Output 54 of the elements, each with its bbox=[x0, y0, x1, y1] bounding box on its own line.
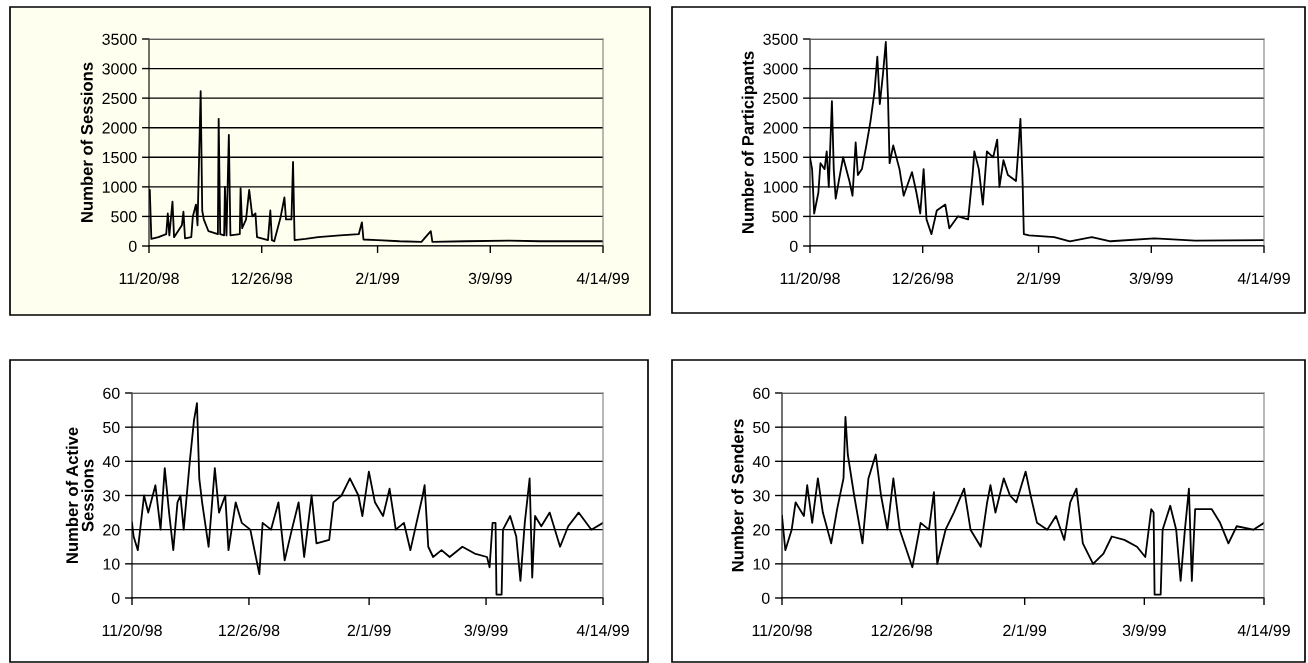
x-tick-label: 2/1/99 bbox=[347, 624, 391, 637]
y-tick-label: 30 bbox=[753, 490, 770, 502]
y-tick-label: 3000 bbox=[102, 63, 137, 75]
y-tick-label: 10 bbox=[753, 558, 770, 570]
y-tick-label: 40 bbox=[752, 455, 770, 468]
y-tick-label: 3000 bbox=[763, 63, 798, 75]
x-tick-label: 12/26/98 bbox=[219, 624, 280, 637]
y-tick-label: 10 bbox=[103, 558, 120, 570]
y-axis-title: Number of Participants bbox=[741, 51, 758, 234]
x-tick-label: 4/14/99 bbox=[1237, 272, 1290, 285]
y-tick-label: 2500 bbox=[102, 92, 137, 105]
y-tick-label: 2000 bbox=[763, 122, 798, 134]
x-tick-label: 12/26/98 bbox=[892, 272, 954, 285]
x-tick-label: 4/14/99 bbox=[576, 272, 629, 285]
x-tick-label: 3/9/99 bbox=[468, 272, 512, 285]
y-tick-label: 60 bbox=[103, 387, 120, 399]
x-tick-label: 2/1/99 bbox=[1003, 624, 1047, 637]
x-tick-label: 4/14/99 bbox=[576, 624, 629, 637]
x-tick-label: 11/20/98 bbox=[102, 624, 162, 637]
x-tick-label: 3/9/99 bbox=[1122, 624, 1166, 637]
x-tick-label: 11/20/98 bbox=[780, 272, 840, 285]
y-tick-label: 40 bbox=[102, 455, 120, 468]
y-tick-label: 3500 bbox=[763, 33, 798, 45]
y-tick-label: 20 bbox=[103, 524, 120, 536]
y-tick-label: 500 bbox=[772, 211, 798, 223]
x-tick-label: 12/26/98 bbox=[231, 272, 293, 285]
y-tick-label: 20 bbox=[753, 524, 770, 536]
y-tick-label: 60 bbox=[753, 387, 770, 399]
y-tick-label: 1500 bbox=[102, 151, 137, 164]
y-tick-label: 1500 bbox=[763, 151, 798, 164]
y-tick-label: 0 bbox=[128, 240, 137, 252]
y-axis-title: Number of Active Sessions bbox=[65, 427, 94, 564]
y-tick-label: 3500 bbox=[102, 33, 137, 45]
y-tick-label: 0 bbox=[761, 592, 770, 604]
y-tick-label: 2500 bbox=[763, 92, 798, 105]
y-axis-title: Number of Sessions bbox=[80, 62, 93, 222]
x-tick-label: 3/9/99 bbox=[1129, 272, 1173, 285]
y-tick-label: 0 bbox=[111, 592, 120, 604]
y-tick-label: 50 bbox=[753, 421, 770, 434]
y-tick-label: 1000 bbox=[763, 181, 798, 193]
x-tick-label: 4/14/99 bbox=[1237, 624, 1290, 637]
y-tick-label: 30 bbox=[103, 490, 120, 502]
x-tick-label: 3/9/99 bbox=[464, 624, 508, 637]
y-tick-label: 2000 bbox=[102, 122, 137, 134]
x-tick-label: 2/1/99 bbox=[356, 272, 400, 285]
y-axis-title: Number of Senders bbox=[731, 419, 744, 572]
x-tick-label: 11/20/98 bbox=[119, 272, 179, 285]
y-tick-label: 0 bbox=[789, 240, 798, 252]
y-tick-label: 1000 bbox=[102, 181, 137, 193]
x-tick-label: 12/26/98 bbox=[871, 624, 933, 637]
y-tick-label: 500 bbox=[111, 211, 137, 223]
y-tick-label: 50 bbox=[103, 421, 120, 434]
x-tick-label: 2/1/99 bbox=[1017, 272, 1061, 285]
x-tick-label: 11/20/98 bbox=[752, 624, 812, 637]
